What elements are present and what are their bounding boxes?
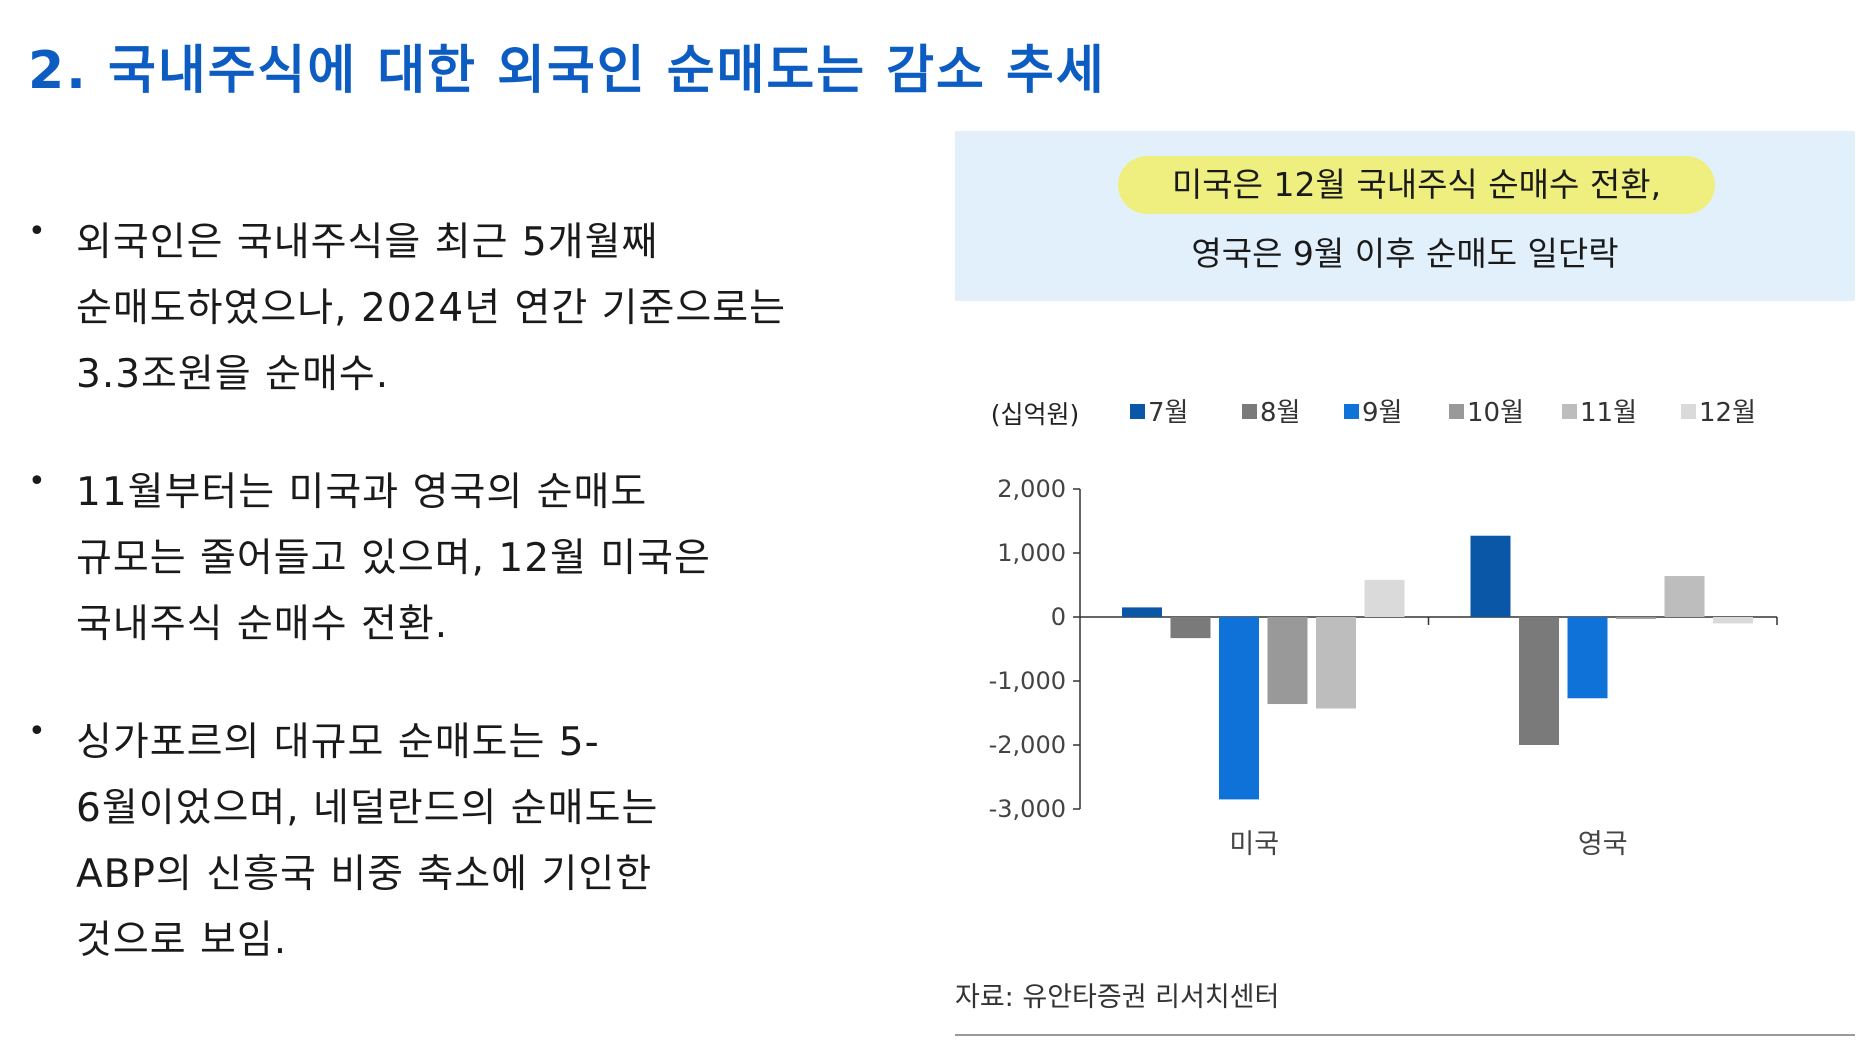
bullet-item: • 싱가포르의 대규모 순매도는 5- 6월이었으며, 네덜란드의 순매도는 A…: [28, 710, 868, 974]
bar: [1470, 535, 1511, 617]
bar: [1316, 617, 1356, 709]
bar: [1219, 617, 1259, 800]
chart-callout-box: 미국은 12월 국내주식 순매수 전환, 영국은 9월 이후 순매도 일단락: [955, 131, 1855, 301]
bar: [1267, 617, 1308, 705]
legend-label: 10월: [1467, 398, 1524, 428]
bullet-list: • 외국인은 국내주식을 최근 5개월째 순매도하였으나, 2024년 연간 기…: [28, 210, 868, 1026]
y-tick-label: -2,000: [989, 731, 1066, 759]
bar: [1122, 607, 1162, 617]
legend-label: 11월: [1580, 398, 1637, 428]
legend-label: 7월: [1148, 398, 1188, 428]
source-divider: [955, 1034, 1855, 1036]
legend-swatch: [1242, 404, 1257, 419]
bar: [1713, 617, 1753, 624]
bullet-text-line: 11월부터는 미국과 영국의 순매도: [76, 470, 648, 515]
callout-highlight: 미국은 12월 국내주식 순매수 전환,: [1118, 156, 1715, 214]
legend-label: 8월: [1260, 398, 1300, 428]
bullet-dot-icon: •: [28, 214, 46, 249]
legend-swatch: [1681, 404, 1696, 419]
bullet-text-line: 규모는 줄어들고 있으며, 12월 미국은: [76, 536, 711, 581]
legend-label: 12월: [1699, 398, 1756, 428]
legend-swatch: [1130, 404, 1145, 419]
legend-swatch: [1449, 404, 1464, 419]
bullet-dot-icon: •: [28, 464, 46, 499]
y-tick-label: -3,000: [989, 795, 1066, 823]
bar: [1519, 617, 1559, 745]
bullet-item: • 11월부터는 미국과 영국의 순매도 규모는 줄어들고 있으며, 12월 미…: [28, 460, 868, 658]
page-title: 2. 국내주식에 대한 외국인 순매도는 감소 추세: [28, 41, 1106, 101]
bullet-text-line: 6월이었으며, 네덜란드의 순매도는: [76, 786, 659, 831]
bullet-dot-icon: •: [28, 714, 46, 749]
y-tick-label: 0: [1051, 603, 1066, 631]
legend-unit-label: (십억원): [991, 400, 1080, 429]
bar: [1567, 617, 1608, 699]
bar: [1664, 576, 1705, 617]
bullet-text-line: 국내주식 순매수 전환.: [76, 602, 449, 647]
bar: [1170, 617, 1211, 639]
bullet-text-line: 싱가포르의 대규모 순매도는 5-: [76, 720, 600, 765]
legend-swatch: [1562, 404, 1577, 419]
source-note: 자료: 유안타증권 리서치센터: [955, 982, 1280, 1013]
y-tick-label: 2,000: [997, 475, 1066, 503]
y-tick-label: 1,000: [997, 539, 1066, 567]
bullet-text-line: 외국인은 국내주식을 최근 5개월째: [76, 220, 659, 265]
bullet-text-line: 순매도하였으나, 2024년 연간 기준으로는: [76, 286, 787, 331]
legend-label: 9월: [1362, 398, 1402, 428]
bullet-text-line: 3.3조원을 순매수.: [76, 352, 390, 397]
callout-text: 영국은 9월 이후 순매도 일단락: [1191, 234, 1619, 273]
bar: [1616, 617, 1656, 619]
x-category-label: 영국: [1578, 829, 1628, 860]
bar-chart: (십억원) 7월 8월 9월 10월 11월 12월 2,000 1,000 0 -1,000 -2,…: [989, 398, 1778, 860]
y-tick-label: -1,000: [989, 667, 1066, 695]
bullet-item: • 외국인은 국내주식을 최근 5개월째 순매도하였으나, 2024년 연간 기…: [28, 210, 868, 408]
bullet-text-line: ABP의 신흥국 비중 축소에 기인한: [76, 852, 653, 897]
bar: [1364, 579, 1405, 617]
legend-swatch: [1344, 404, 1359, 419]
bullet-text-line: 것으로 보임.: [76, 918, 288, 963]
x-category-label: 미국: [1229, 829, 1279, 860]
